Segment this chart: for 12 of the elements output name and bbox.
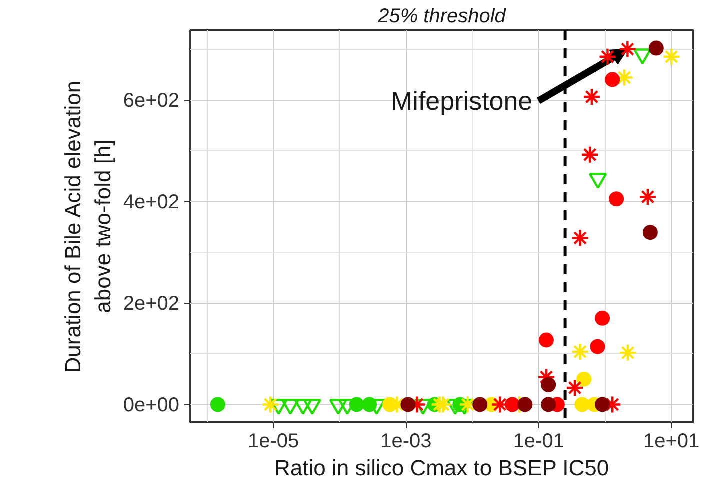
x-tick-label: 1e-01: [513, 430, 564, 452]
y-axis-title: Duration of Bile Acid elevation above two-fold [h]: [60, 80, 116, 374]
x-tick-label: 1e-03: [380, 430, 432, 452]
ref-line-label: 25% threshold: [377, 6, 507, 28]
y-tick-label: 0e+00: [123, 394, 180, 417]
x-tick-label: 1e+01: [643, 430, 700, 452]
y-tick-label: 4e+02: [123, 192, 180, 214]
y-tick-label: 6e+02: [123, 90, 180, 112]
x-axis-title: Ratio in silico Cmax to BSEP IC50: [274, 456, 610, 480]
y-tick-label: 2e+02: [123, 293, 180, 316]
x-tick-label: 1e-05: [248, 430, 300, 452]
annotation: Mifepristone: [391, 86, 533, 116]
